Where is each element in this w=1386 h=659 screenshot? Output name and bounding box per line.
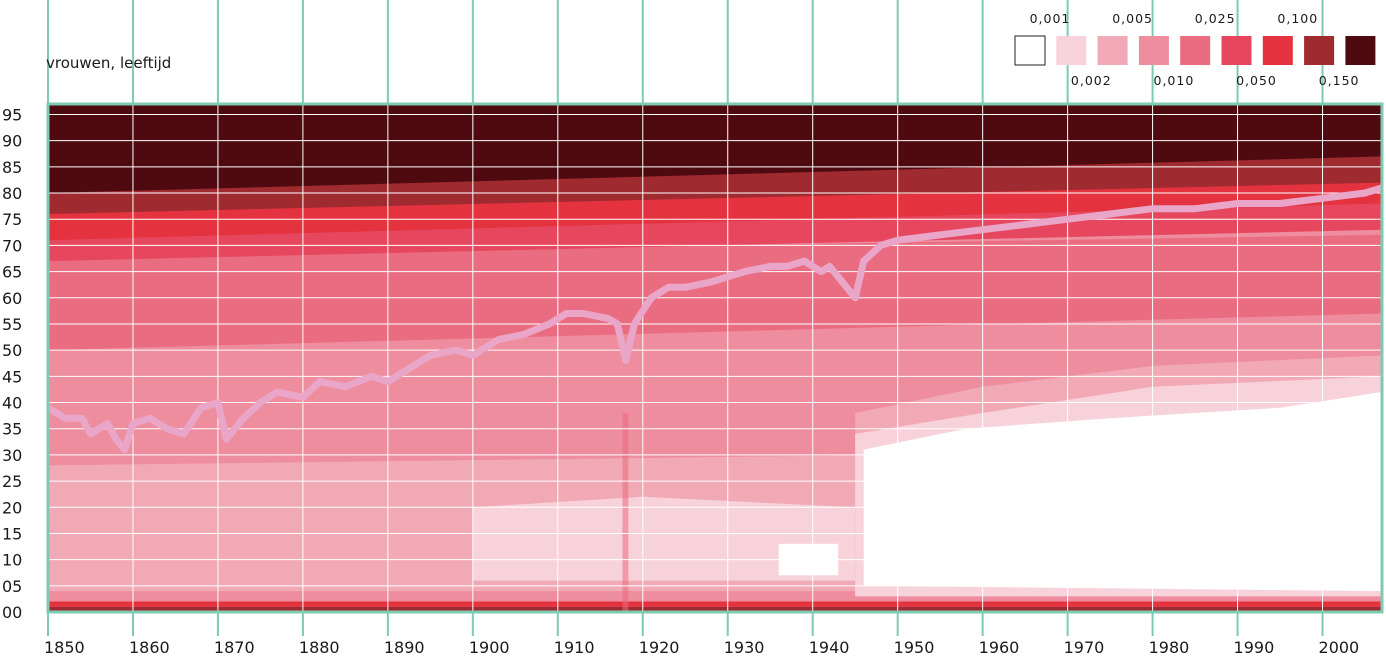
y-tick-90: 90 [2, 132, 22, 151]
x-tick-1900: 1900 [469, 638, 510, 657]
x-tick-1920: 1920 [639, 638, 680, 657]
y-tick-80: 80 [2, 184, 22, 203]
x-tick-1960: 1960 [979, 638, 1020, 657]
x-tick-1890: 1890 [384, 638, 425, 657]
legend-threshold-6: 0,100 [1277, 11, 1318, 26]
legend-swatch-2 [1097, 36, 1128, 65]
x-tick-1980: 1980 [1149, 638, 1190, 657]
heatmap-band-7 [48, 234, 1382, 351]
legend-threshold-3: 0,010 [1154, 73, 1195, 88]
x-tick-1940: 1940 [809, 638, 850, 657]
heatmap-band-11 [48, 104, 1382, 193]
legend-swatch-8 [1345, 36, 1376, 65]
age-grid-lines [48, 104, 1382, 612]
x-tick-1950: 1950 [894, 638, 935, 657]
y-axis-title: vrouwen, leeftijd [46, 54, 171, 72]
legend-swatch-6 [1262, 36, 1293, 65]
heatmap-bands [48, 104, 1382, 612]
y-tick-labels: 00 05 10 15 20 25 30 35 40 45 50 55 60 65 70 75 80 85 90 95 [2, 105, 22, 622]
legend-threshold-2: 0,005 [1112, 11, 1153, 26]
y-tick-65: 65 [2, 263, 22, 282]
legend-swatch-5 [1221, 36, 1252, 65]
x-tick-1970: 1970 [1064, 638, 1105, 657]
legend-threshold-1: 0,002 [1071, 73, 1112, 88]
heatmap-band-5 [863, 392, 1382, 592]
legend-swatch-1 [1056, 36, 1087, 65]
y-tick-00: 00 [2, 603, 22, 622]
heatmap-band-13 [48, 601, 1382, 607]
legend-swatch-0 [1014, 35, 1046, 66]
y-tick-15: 15 [2, 524, 22, 543]
legend-threshold-7: 0,150 [1319, 73, 1360, 88]
x-tick-1860: 1860 [129, 638, 170, 657]
y-tick-95: 95 [2, 105, 22, 124]
legend-swatch-7 [1304, 36, 1335, 65]
legend-threshold-4: 0,025 [1195, 11, 1236, 26]
x-tick-1990: 1990 [1234, 638, 1275, 657]
y-tick-75: 75 [2, 210, 22, 229]
y-tick-70: 70 [2, 236, 22, 255]
plot-frame [46, 102, 1384, 614]
y-tick-50: 50 [2, 341, 22, 360]
y-tick-10: 10 [2, 551, 22, 570]
x-tick-1930: 1930 [724, 638, 765, 657]
y-tick-05: 05 [2, 577, 22, 596]
legend-threshold-5: 0,050 [1236, 73, 1277, 88]
y-tick-30: 30 [2, 446, 22, 465]
color-legend: 0,001 0,002 0,005 0,010 0,025 0,050 0,100 0,150 [1014, 11, 1376, 88]
y-tick-20: 20 [2, 498, 22, 517]
y-tick-85: 85 [2, 158, 22, 177]
x-tick-1910: 1910 [554, 638, 595, 657]
x-tick-1870: 1870 [214, 638, 255, 657]
legend-swatch-4 [1180, 36, 1211, 65]
y-tick-45: 45 [2, 367, 22, 386]
y-tick-55: 55 [2, 315, 22, 334]
heatmap-1918-streak [622, 412, 629, 612]
y-tick-35: 35 [2, 420, 22, 439]
y-tick-40: 40 [2, 394, 22, 413]
y-tick-25: 25 [2, 472, 22, 491]
x-tick-1880: 1880 [299, 638, 340, 657]
life-expectancy-line [48, 184, 1382, 454]
legend-threshold-0: 0,001 [1030, 11, 1071, 26]
x-tick-1850: 1850 [44, 638, 85, 657]
x-tick-labels: 1850 1860 1870 1880 1890 1900 1910 1920 1930 1940… [44, 638, 1359, 657]
legend-swatch-3 [1138, 36, 1169, 65]
x-tick-2000: 2000 [1319, 638, 1360, 657]
y-tick-60: 60 [2, 289, 22, 308]
